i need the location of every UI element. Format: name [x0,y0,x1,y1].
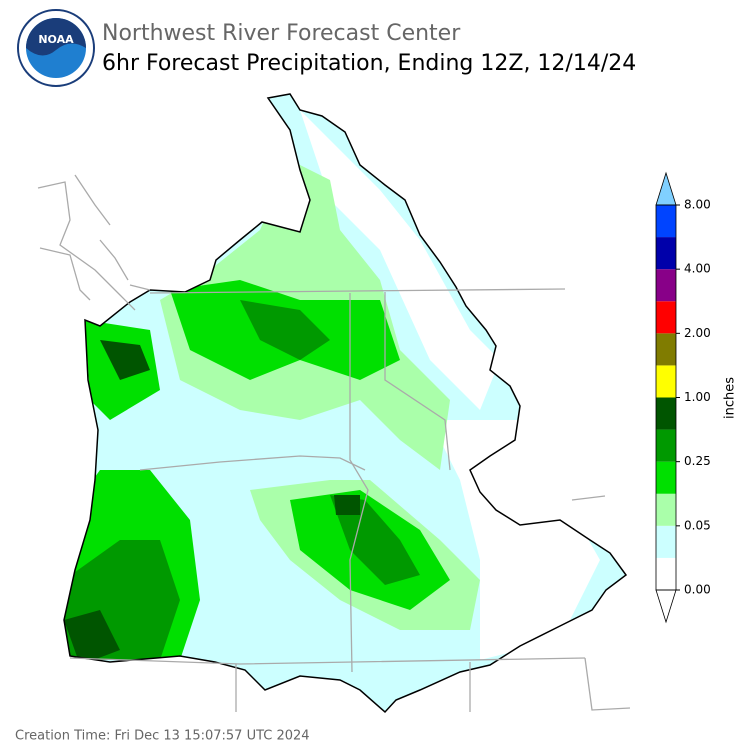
colorbar-segment [656,493,676,526]
colorbar-label: 8.00 [684,198,711,212]
colorbar-segment [656,333,676,366]
map [37,93,631,713]
title: Northwest River Forecast Center [102,21,461,46]
subtitle: 6hr Forecast Precipitation, Ending 12Z, … [102,51,636,76]
colorbar-label: 4.00 [684,262,711,276]
colorbar-segment [656,397,676,430]
colorbar-label: 0.05 [684,518,711,532]
logo: NOAA [17,9,95,87]
colorbar-under [655,589,677,624]
colorbar-label: 2.00 [684,326,711,340]
colorbar-segment [656,525,676,558]
colorbar-segment [656,461,676,494]
colorbar-segment [656,301,676,334]
colorbar-unit: inches [723,377,738,419]
colorbar-label: 0.00 [684,583,711,597]
colorbar-segment [656,237,676,270]
borders [37,174,631,712]
colorbar-label: 0.25 [684,454,711,468]
colorbar-label: 1.00 [684,390,711,404]
colorbar-segment [656,205,676,238]
colorbar: 0.00 0.05 0.25 1.00 2.00 4.00 8.00 [655,171,711,624]
logo-text: NOAA [38,33,74,46]
colorbar-segment [656,429,676,462]
colorbar-segment [656,269,676,302]
creation-time: Creation Time: Fri Dec 13 15:07:57 UTC 2… [15,729,310,744]
colorbar-segment [656,365,676,398]
colorbar-over [655,171,677,206]
colorbar-segment [656,557,676,590]
